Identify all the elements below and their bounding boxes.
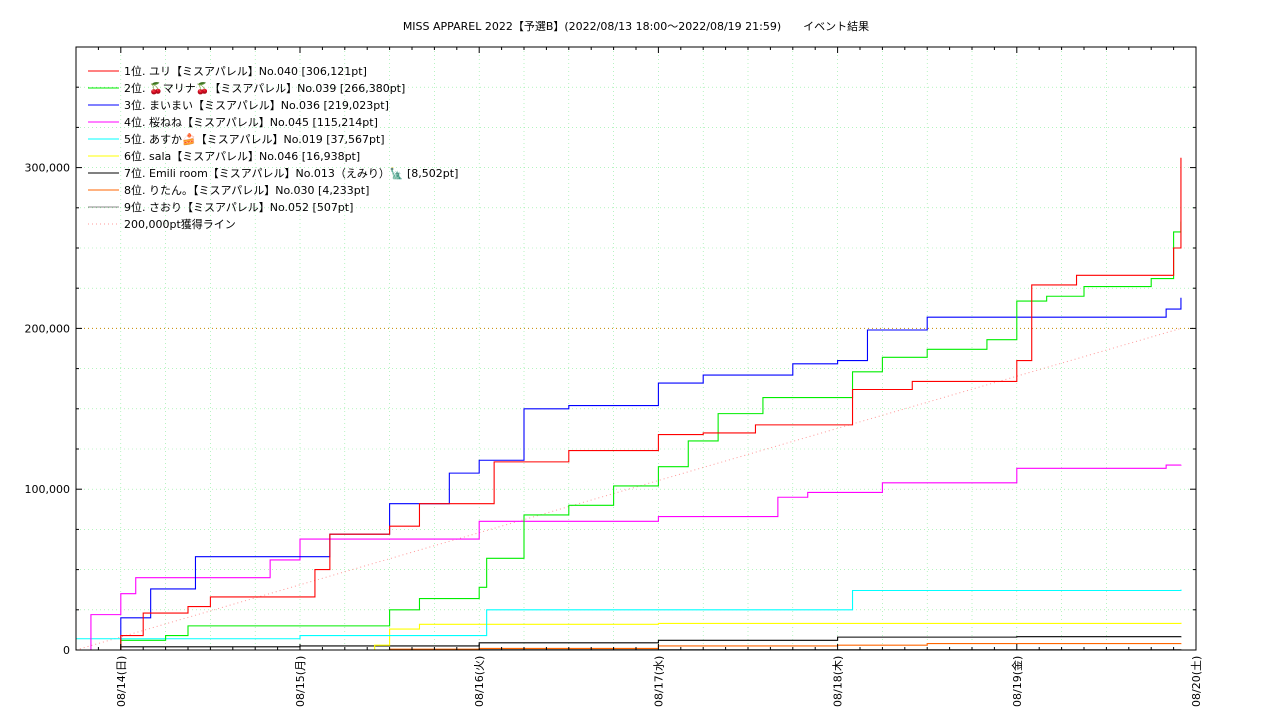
x-tick-label: 08/19(金) [1010,656,1024,707]
x-tick-label: 08/20(土) [1190,656,1203,707]
series-line-6 [76,623,1181,650]
legend-item-label: 5位. あすか🍰【ミスアパレル】No.019 [37,567pt] [124,132,385,146]
legend-item-label: 3位. まいまい【ミスアパレル】No.036 [219,023pt] [124,98,389,112]
x-tick-label: 08/16(火) [473,656,486,707]
series-line-4 [76,465,1181,650]
x-tick-label: 08/14(日) [115,656,128,707]
x-tick-label: 08/15(月) [294,656,307,707]
x-tick-label: 08/17(水) [652,656,665,707]
y-tick-label: 0 [63,644,70,657]
legend: 1位. ユリ【ミスアパレル】No.040 [306,121pt] 2位. 🍒マリナ… [88,64,458,231]
legend-item-label: 1位. ユリ【ミスアパレル】No.040 [306,121pt] [124,64,367,78]
series-line-1 [76,158,1181,650]
x-tick-label: 08/18(木) [832,656,845,707]
legend-item-label: 4位. 桜ねね【ミスアパレル】No.045 [115,214pt] [124,115,378,129]
series-line-2 [76,222,1181,650]
y-tick-label: 300,000 [25,162,71,175]
legend-item-label: 9位. さおり【ミスアパレル】No.052 [507pt] [124,200,353,214]
legend-item-label: 2位. 🍒マリナ🍒【ミスアパレル】No.039 [266,380pt] [124,81,405,95]
y-tick-label: 100,000 [25,483,71,496]
legend-item-label: 6位. sala【ミスアパレル】No.046 [16,938pt] [124,149,360,163]
x-axis: 08/14(日) 08/15(月) 08/16(火) 08/17(水) 08/18(木)… [76,47,1203,707]
legend-item-label: 7位. Emili room【ミスアパレル】No.013（えみり）🗽 [8,50… [124,166,458,180]
series-layer [76,158,1181,650]
chart-title: MISS APPAREL 2022【予選B】(2022/08/13 18:00～… [403,19,869,33]
legend-item-label: 8位. りたん。【ミスアパレル】No.030 [4,233pt] [124,183,369,197]
legend-item-label: 200,000pt獲得ライン [124,218,236,231]
y-tick-label: 200,000 [25,322,71,335]
